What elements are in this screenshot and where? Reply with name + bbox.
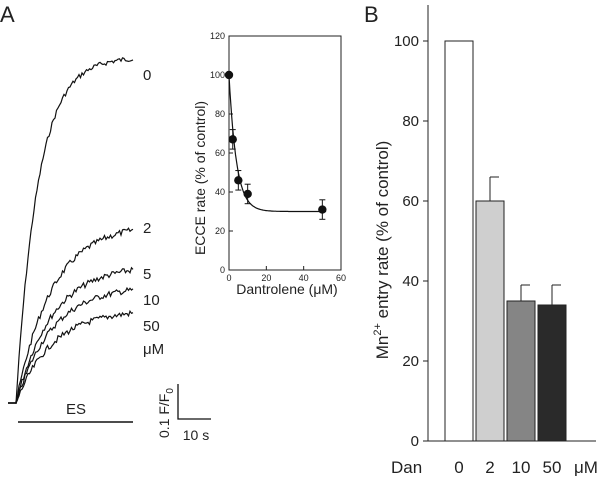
bar-y-axis-label: Mn2+ entry rate (% of control)	[372, 141, 392, 360]
bar-0	[444, 40, 474, 442]
bar-y-tick-2: 40	[402, 273, 419, 290]
bar-x-tick-2: 2	[485, 458, 494, 477]
trace-2	[8, 227, 134, 404]
trace-label-50: 50	[143, 318, 160, 335]
bar-x-axis-label: Dan	[391, 458, 422, 477]
inset-y-tick-1: 20	[215, 226, 225, 236]
scale-y-label: 0.1 F/F0	[156, 388, 176, 438]
trace-label-2: 2	[143, 220, 151, 237]
trace-label-10: 10	[143, 292, 160, 309]
bar-y-tick-1: 20	[402, 353, 419, 370]
inset-point-1	[228, 135, 237, 144]
bar-chart: 0 20 40 60 80 100 0 2 10 50	[394, 5, 596, 477]
inset-x-tick-0: 0	[226, 273, 231, 283]
scale-y-label-main: 0.1 F/F	[156, 394, 172, 438]
inset-fit-curve	[228, 74, 327, 213]
panel-letter-b: B	[364, 2, 379, 27]
scale-y-label-subscript: 0	[165, 388, 176, 394]
inset-x-tick-1: 20	[261, 273, 271, 283]
scale-bar	[177, 384, 211, 420]
bar-x-tick-0: 0	[454, 458, 463, 477]
inset-y-tick-4: 80	[215, 109, 225, 119]
inset-y-axis-label: ECCE rate (% of control)	[192, 101, 208, 255]
bar-10	[506, 300, 536, 442]
trace-0	[8, 57, 134, 404]
inset-frame	[228, 35, 342, 271]
trace-label-5: 5	[143, 266, 151, 283]
trace-group	[8, 57, 134, 404]
trace-10	[8, 286, 134, 404]
bar-y-tick-0: 0	[411, 433, 419, 450]
scale-x-label: 10 s	[183, 427, 209, 443]
bar-y-axis-label-pre: Mn	[373, 336, 392, 360]
trace-50	[8, 309, 134, 404]
stimulus-label: ES	[66, 401, 86, 418]
trace-5	[8, 266, 134, 404]
trace-label-0: 0	[143, 67, 151, 84]
bar-2	[475, 200, 505, 442]
inset-x-tick-2: 40	[299, 273, 309, 283]
panel-letter-a: A	[0, 2, 15, 27]
bar-y-axis-label-post: entry rate (% of control)	[373, 141, 392, 323]
bar-y-tick-5: 100	[394, 33, 419, 50]
inset-y-tick-6: 120	[210, 31, 225, 41]
inset-y-tick-0: 0	[220, 265, 225, 275]
inset-point-4	[318, 205, 327, 214]
inset-chart: 0 20 40 60 80 100 120 0 20 40 60	[210, 31, 346, 283]
bar-y-tick-3: 60	[402, 193, 419, 210]
inset-x-tick-3: 60	[336, 273, 346, 283]
bar-x-tick-50: 50	[543, 458, 562, 477]
bar-unit-label: μM	[574, 458, 598, 477]
inset-point-3	[243, 189, 252, 199]
bar-y-tick-4: 80	[402, 113, 419, 130]
trace-unit-label: μM	[143, 341, 164, 358]
inset-y-tick-2: 40	[215, 187, 225, 197]
inset-point-0	[224, 70, 234, 80]
inset-y-tick-3: 60	[215, 148, 225, 158]
bar-x-tick-10: 10	[512, 458, 531, 477]
bar-50	[537, 304, 567, 442]
bar-y-axis-label-sup: 2+	[372, 323, 384, 336]
inset-point-2	[234, 176, 243, 185]
inset-y-tick-5: 100	[210, 70, 225, 80]
inset-x-axis-label: Dantrolene (μM)	[236, 281, 337, 297]
